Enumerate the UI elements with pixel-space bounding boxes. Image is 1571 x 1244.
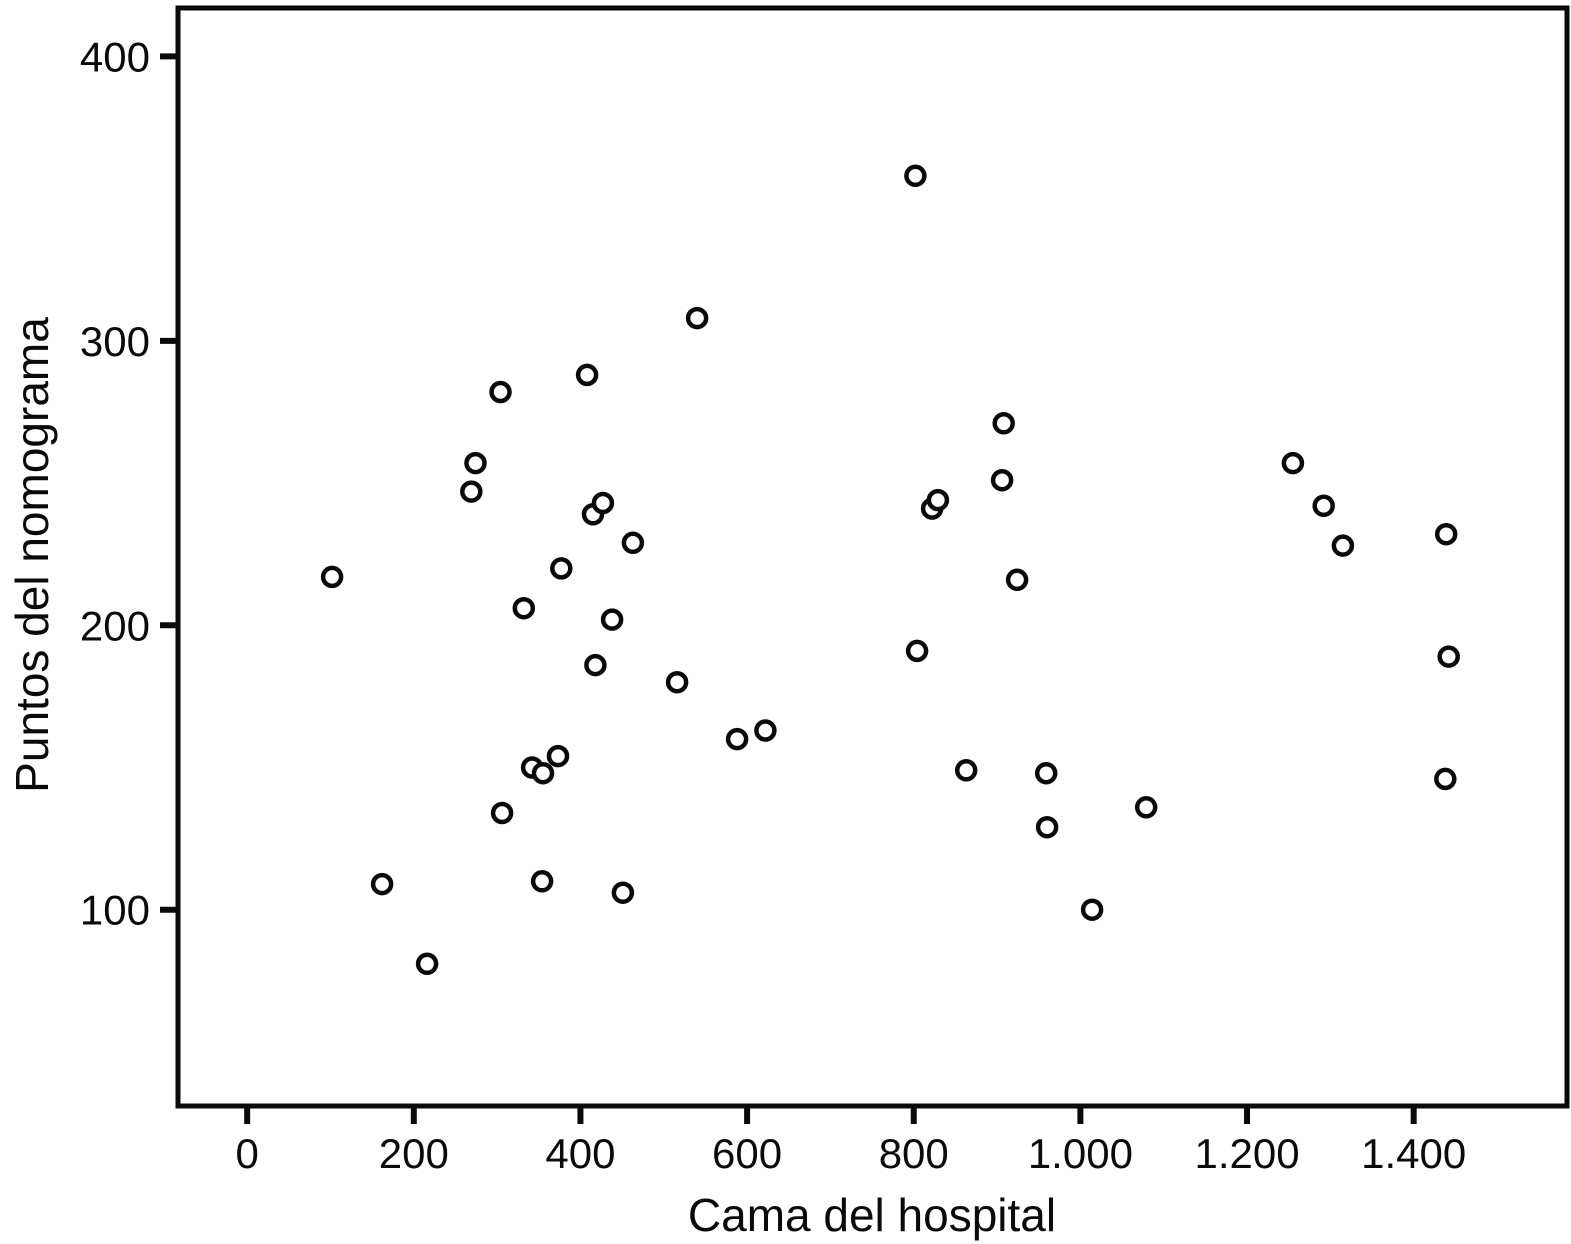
data-point bbox=[1134, 796, 1158, 819]
data-point bbox=[575, 363, 599, 387]
data-point bbox=[621, 531, 645, 555]
data-point bbox=[550, 557, 573, 580]
data-point bbox=[685, 306, 709, 330]
data-point bbox=[611, 881, 635, 904]
data-point bbox=[1281, 451, 1305, 475]
data-point bbox=[1312, 494, 1335, 518]
data-point bbox=[1034, 761, 1058, 785]
data-point bbox=[546, 744, 570, 768]
plot-border bbox=[175, 5, 1570, 1109]
y-axis-ticks: 100 200 300 400 bbox=[80, 33, 178, 934]
data-point bbox=[926, 488, 950, 512]
x-tick-label: 600 bbox=[712, 1130, 782, 1177]
data-point bbox=[754, 719, 777, 742]
x-tick-label: 1.200 bbox=[1194, 1130, 1299, 1177]
x-tick-label: 800 bbox=[879, 1130, 949, 1177]
data-point bbox=[1005, 568, 1029, 592]
data-point bbox=[904, 164, 927, 188]
x-axis-ticks: 0 200 400 600 800 1.000 1.200 1.400 bbox=[235, 1106, 1466, 1177]
x-tick-label: 1.400 bbox=[1361, 1130, 1466, 1177]
data-point bbox=[531, 761, 555, 785]
y-tick-label: 100 bbox=[80, 887, 150, 934]
data-point bbox=[584, 653, 607, 677]
x-axis-title: Cama del hospital bbox=[688, 1189, 1056, 1241]
data-point bbox=[591, 491, 615, 515]
data-point bbox=[460, 480, 483, 503]
data-point bbox=[600, 608, 624, 631]
data-point bbox=[990, 468, 1014, 492]
data-point bbox=[490, 801, 514, 825]
data-point bbox=[489, 380, 512, 404]
data-point bbox=[370, 872, 394, 896]
data-point bbox=[725, 727, 749, 751]
data-point bbox=[905, 639, 929, 663]
data-point bbox=[512, 596, 536, 620]
data-point bbox=[1437, 645, 1460, 668]
y-axis-title: Puntos del nomograma bbox=[6, 317, 58, 793]
data-point bbox=[665, 670, 689, 694]
x-tick-label: 1.000 bbox=[1028, 1130, 1133, 1177]
data-points-group bbox=[320, 164, 1460, 976]
data-point bbox=[992, 412, 1015, 435]
x-tick-label: 200 bbox=[379, 1130, 449, 1177]
data-point bbox=[464, 451, 487, 475]
data-point bbox=[415, 952, 439, 976]
x-tick-label: 0 bbox=[235, 1130, 258, 1177]
data-point bbox=[320, 565, 344, 589]
y-tick-label: 300 bbox=[80, 318, 150, 365]
y-tick-label: 400 bbox=[80, 33, 150, 80]
y-tick-label: 200 bbox=[80, 602, 150, 649]
data-point bbox=[530, 870, 554, 893]
data-point bbox=[1434, 767, 1457, 791]
data-point bbox=[1080, 898, 1104, 921]
data-point bbox=[1434, 522, 1458, 546]
data-point bbox=[954, 759, 978, 782]
data-point bbox=[1331, 534, 1355, 557]
data-point bbox=[1035, 815, 1059, 839]
x-tick-label: 400 bbox=[545, 1130, 615, 1177]
